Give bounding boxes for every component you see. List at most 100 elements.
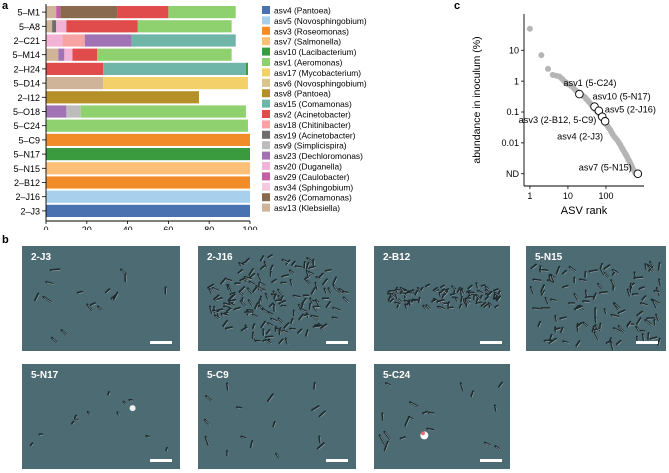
bacterial-cell xyxy=(229,291,236,296)
legend-swatch-asv23 xyxy=(262,151,270,160)
cell-halo xyxy=(631,284,634,289)
cell-halo xyxy=(555,316,558,322)
cell-halo xyxy=(563,271,568,275)
cell-halo xyxy=(596,325,600,331)
bacterial-cell xyxy=(259,265,266,270)
bacterial-cell xyxy=(420,286,424,292)
bacterial-cell xyxy=(394,292,398,300)
cell-halo xyxy=(382,413,385,422)
bacterial-cell xyxy=(223,305,232,310)
cell-halo xyxy=(78,292,84,294)
cell-halo xyxy=(477,299,480,303)
category-label: 5–M14 xyxy=(12,50,40,60)
bar-segment-asv2 xyxy=(72,48,97,61)
asv-point xyxy=(545,65,552,72)
cell-halo xyxy=(114,293,119,301)
bacterial-cell xyxy=(331,316,338,320)
bacterial-cell xyxy=(641,295,647,301)
bacterial-cell xyxy=(248,268,254,276)
cell-halo xyxy=(320,412,326,418)
category-label: 2–C21 xyxy=(13,36,40,46)
cell-halo xyxy=(306,280,311,285)
legend-swatch-asv4 xyxy=(262,6,270,14)
bacterial-cell xyxy=(341,290,349,294)
bacterial-cell xyxy=(532,278,542,282)
bacterial-cell xyxy=(220,277,227,285)
highlighted-asv-point xyxy=(600,117,610,126)
bacterial-cell xyxy=(145,434,150,438)
bacterial-cell xyxy=(305,261,310,270)
cell-halo xyxy=(314,307,318,312)
cell-halo xyxy=(589,270,599,273)
cell-halo xyxy=(466,301,469,305)
cell-halo xyxy=(410,402,419,408)
cell-halo xyxy=(309,267,316,270)
bacterial-cell xyxy=(603,264,611,270)
bacterial-cell xyxy=(389,298,394,303)
bacterial-cell xyxy=(641,332,645,342)
cell-halo xyxy=(575,306,583,311)
bacterial-cell xyxy=(449,292,457,296)
x-tick-label: 100 xyxy=(598,191,613,201)
cell-halo xyxy=(269,312,274,316)
bacterial-cell xyxy=(494,304,499,309)
cell-halo xyxy=(476,295,481,300)
cell-halo xyxy=(601,264,604,270)
cell-halo xyxy=(253,324,256,330)
bacterial-cell xyxy=(224,326,234,330)
cell-halo xyxy=(416,291,419,296)
x-tick-label: 60 xyxy=(163,225,173,230)
bacterial-cell xyxy=(422,410,429,415)
bacterial-cell xyxy=(322,278,328,286)
bacterial-cell xyxy=(308,265,316,270)
bacterial-cell xyxy=(29,442,34,447)
cell-halo xyxy=(466,299,471,304)
bacterial-cell xyxy=(603,308,607,314)
bacterial-cell xyxy=(89,302,96,306)
cell-halo xyxy=(532,265,538,270)
cell-halo xyxy=(326,270,332,273)
cell-halo xyxy=(221,314,229,317)
cell-halo xyxy=(454,289,457,294)
cell-halo xyxy=(645,320,653,326)
bacterial-cell xyxy=(540,284,546,293)
cell-halo xyxy=(460,305,463,309)
y-tick-label: 0.1 xyxy=(506,107,519,117)
bacterial-cell xyxy=(281,258,289,264)
bar-segment-asv20 xyxy=(56,20,67,33)
cell-halo xyxy=(239,263,245,267)
micrograph-5-n17: 5-N17 xyxy=(22,364,180,469)
cell-halo xyxy=(542,291,546,296)
bacterial-cell xyxy=(223,302,231,307)
highlighted-asv-label: asv5 (2-J16) xyxy=(605,105,656,115)
cell-halo xyxy=(614,328,622,333)
cell-halo xyxy=(265,262,268,268)
bacterial-cell xyxy=(301,297,307,305)
micrograph-cells xyxy=(529,260,662,351)
bar-segment-asv15 xyxy=(103,62,246,75)
bacterial-cell xyxy=(316,442,325,450)
micrograph-cells xyxy=(378,381,504,452)
cell-halo xyxy=(385,442,389,452)
bacterial-cell xyxy=(562,284,569,289)
bacterial-cell xyxy=(626,320,632,328)
bacterial-cell xyxy=(324,269,332,272)
cell-halo xyxy=(327,302,332,309)
micrograph-cells xyxy=(34,268,167,344)
cell-halo xyxy=(394,292,398,295)
cell-halo xyxy=(642,296,647,301)
bacterial-cell xyxy=(653,289,660,293)
cell-halo xyxy=(443,290,448,295)
bacterial-cell xyxy=(550,274,556,284)
cell-halo xyxy=(396,294,399,300)
category-label: 5–C24 xyxy=(13,121,40,131)
cell-halo xyxy=(533,280,542,282)
bacterial-cell xyxy=(280,295,284,302)
bacterial-cell xyxy=(237,269,244,274)
legend-label-asv15: asv15 (Comamonas) xyxy=(274,99,352,109)
cell-halo xyxy=(563,341,569,344)
micrograph-label: 2-B12 xyxy=(383,252,411,263)
legend-label-asv13: asv13 (Klebsiella) xyxy=(274,203,340,213)
legend-swatch-asv9 xyxy=(262,141,270,150)
cell-halo xyxy=(52,338,58,344)
